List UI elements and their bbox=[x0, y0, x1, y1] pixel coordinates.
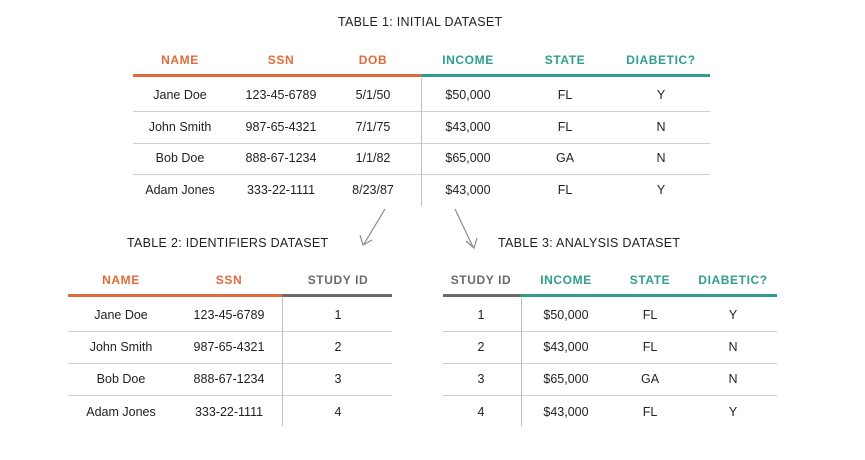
table1-column-divider bbox=[421, 78, 422, 206]
table1-header-cell: INCOME bbox=[442, 53, 494, 67]
table3-cell: $50,000 bbox=[543, 308, 589, 322]
table3-header-cell: STATE bbox=[629, 273, 671, 287]
table2-cell: John Smith bbox=[89, 340, 153, 354]
table1-title: TABLE 1: INITIAL DATASET bbox=[338, 15, 503, 29]
table3-cell: FL bbox=[642, 405, 658, 419]
table2-cell: Jane Doe bbox=[94, 308, 148, 322]
table3-cell: 3 bbox=[477, 372, 485, 386]
table1-header-cell: STATE bbox=[544, 53, 586, 67]
table1-cell: John Smith bbox=[148, 120, 212, 134]
table3-cell: FL bbox=[642, 308, 658, 322]
table2-cell: 888-67-1234 bbox=[193, 372, 265, 386]
table2-cell: 3 bbox=[334, 372, 342, 386]
table1-cell: FL bbox=[557, 183, 573, 197]
table1-cell: $50,000 bbox=[445, 88, 491, 102]
table1-cell: 1/1/82 bbox=[355, 151, 391, 165]
table2-title: TABLE 2: IDENTIFIERS DATASET bbox=[127, 236, 329, 250]
table1-cell: N bbox=[656, 151, 666, 165]
table3-title: TABLE 3: ANALYSIS DATASET bbox=[498, 236, 681, 250]
table1-cell: 333-22-1111 bbox=[246, 183, 316, 197]
table1-cell: 5/1/50 bbox=[355, 88, 391, 102]
table1-cell: Y bbox=[656, 183, 666, 197]
table1-identifier-bar bbox=[133, 74, 421, 77]
table2-study-id-bar bbox=[282, 294, 392, 297]
table3-cell: N bbox=[728, 340, 738, 354]
table3-study-id-bar bbox=[443, 294, 521, 297]
table2-cell: 123-45-6789 bbox=[193, 308, 265, 322]
table2-header-cell: SSN bbox=[215, 273, 243, 287]
table2-cell: Bob Doe bbox=[96, 372, 146, 386]
table2-cell: 987-65-4321 bbox=[193, 340, 265, 354]
table3-cell: 1 bbox=[477, 308, 485, 322]
table3-header-cell: STUDY ID bbox=[450, 273, 512, 287]
table3-cell: 4 bbox=[477, 405, 485, 419]
table1-header-cell: SSN bbox=[267, 53, 295, 67]
table3-row-divider bbox=[443, 331, 777, 332]
table2-row-divider bbox=[68, 395, 392, 396]
table1-cell: 888-67-1234 bbox=[245, 151, 317, 165]
table1-cell: $43,000 bbox=[445, 183, 491, 197]
arrow-to-table2-head bbox=[359, 234, 373, 246]
table3-header-cell: INCOME bbox=[540, 273, 592, 287]
table3-cell: 2 bbox=[477, 340, 485, 354]
table1-cell: FL bbox=[557, 120, 573, 134]
table3-cell: $65,000 bbox=[543, 372, 589, 386]
table2-identifier-bar bbox=[68, 294, 282, 297]
table2-column-divider bbox=[282, 298, 283, 426]
table1-header-cell: NAME bbox=[161, 53, 199, 67]
table1-cell: 8/23/87 bbox=[352, 183, 394, 197]
table2-header-cell: STUDY ID bbox=[307, 273, 369, 287]
table1-analysis-bar bbox=[421, 74, 710, 77]
table3-cell: $43,000 bbox=[543, 340, 589, 354]
table1-cell: Y bbox=[656, 88, 666, 102]
table1-cell: FL bbox=[557, 88, 573, 102]
table3-cell: Y bbox=[728, 405, 738, 419]
table1-header-cell: DIABETIC? bbox=[626, 53, 696, 67]
arrow-to-table2 bbox=[363, 208, 386, 245]
table3-row-divider bbox=[443, 395, 777, 396]
table1-cell: 123-45-6789 bbox=[245, 88, 317, 102]
table2-header-cell: NAME bbox=[102, 273, 140, 287]
table3-cell: GA bbox=[640, 372, 660, 386]
table2-cell: 2 bbox=[334, 340, 342, 354]
table1-cell: $43,000 bbox=[445, 120, 491, 134]
table3-header-cell: DIABETIC? bbox=[698, 273, 768, 287]
table1-cell: Bob Doe bbox=[155, 151, 205, 165]
table3-cell: Y bbox=[728, 308, 738, 322]
table1-cell: N bbox=[656, 120, 666, 134]
table1-header-cell: DOB bbox=[358, 53, 388, 67]
table1-cell: $65,000 bbox=[445, 151, 491, 165]
table2-row-divider bbox=[68, 363, 392, 364]
table1-cell: Adam Jones bbox=[145, 183, 215, 197]
table2-cell: Adam Jones bbox=[86, 405, 156, 419]
table1-cell: 7/1/75 bbox=[355, 120, 391, 134]
arrow-to-table3 bbox=[454, 208, 474, 248]
table1-cell: GA bbox=[555, 151, 575, 165]
table3-column-divider bbox=[521, 298, 522, 426]
arrow-to-table3-head bbox=[465, 237, 478, 250]
table3-row-divider bbox=[443, 363, 777, 364]
table3-cell: $43,000 bbox=[543, 405, 589, 419]
table1-cell: 987-65-4321 bbox=[245, 120, 317, 134]
table2-row-divider bbox=[68, 331, 392, 332]
table2-cell: 333-22-1111 bbox=[194, 405, 264, 419]
table3-analysis-bar bbox=[521, 294, 777, 297]
table3-cell: N bbox=[728, 372, 738, 386]
table3-cell: FL bbox=[642, 340, 658, 354]
table2-cell: 4 bbox=[334, 405, 342, 419]
table2-cell: 1 bbox=[334, 308, 342, 322]
table1-cell: Jane Doe bbox=[153, 88, 207, 102]
